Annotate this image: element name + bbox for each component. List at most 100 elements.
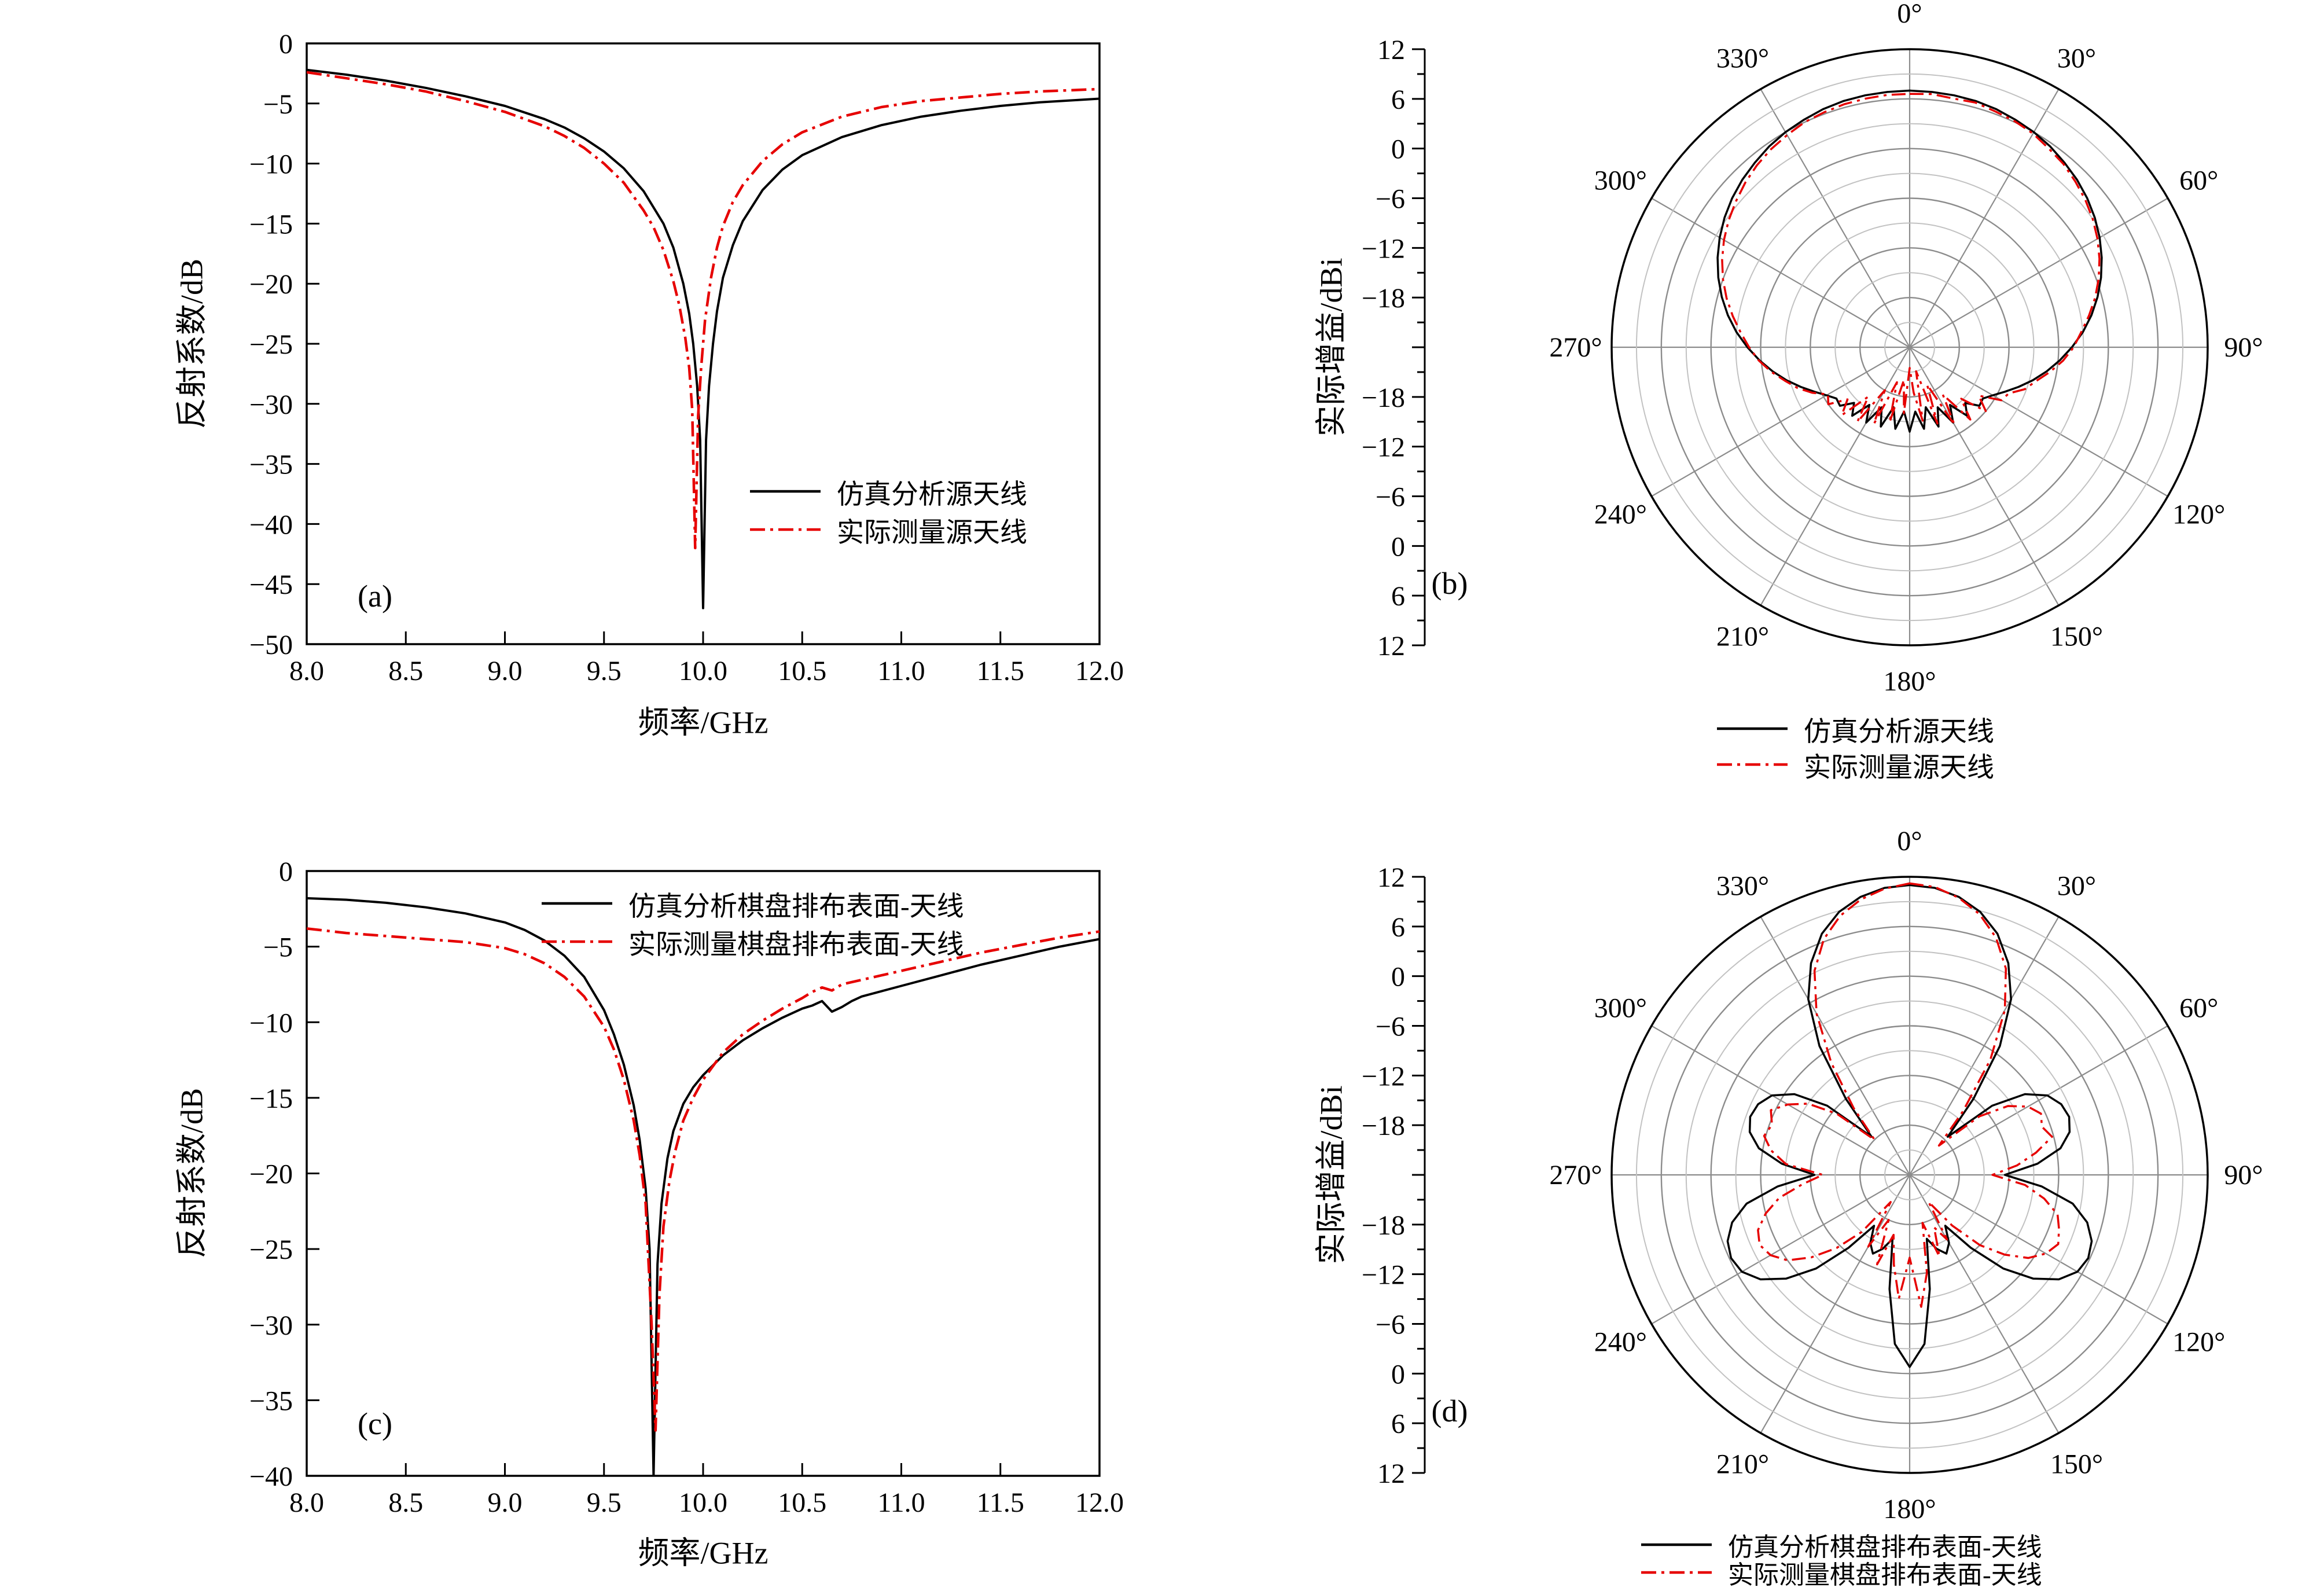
curve-simulated: [307, 68, 1100, 609]
r-axis-label: 12: [1377, 862, 1405, 893]
axes-box: [306, 870, 1101, 1477]
panel-b: 0° 30° 60° 90° 120° 150° 180° 210° 240° 270° 300° 3…: [1362, 0, 2263, 697]
legend-label: 实际测量棋盘排布表面-天线: [628, 929, 964, 960]
x-tick-label: 11.0: [877, 656, 925, 686]
y-tick-label: −10: [249, 1008, 293, 1038]
angle-label: 60°: [2179, 993, 2218, 1024]
r-axis-label: 0: [1391, 134, 1405, 165]
r-axis-label: 0: [1391, 531, 1405, 562]
x-tick-label: 9.0: [488, 1487, 523, 1518]
legend-a: 仿真分析源天线 实际测量源天线: [748, 472, 1027, 549]
y-tick-label: −40: [249, 1461, 293, 1492]
legend-item-measured: 实际测量源天线: [748, 510, 1027, 549]
y-tick-label: −45: [249, 569, 293, 600]
r-axis-label: 12: [1377, 1458, 1405, 1489]
legend-line-dashdot-icon: [750, 528, 821, 531]
legend-item-measured: 实际测量棋盘排布表面-天线: [1639, 1559, 2042, 1589]
r-axis-label: −12: [1362, 233, 1405, 264]
y-tick-label: −15: [249, 1083, 293, 1114]
r-axis-label: −6: [1376, 1012, 1405, 1042]
angle-label: 120°: [2172, 499, 2225, 530]
r-axis-label: 6: [1391, 912, 1405, 943]
y-tick-label: −25: [249, 329, 293, 360]
angle-label: 210°: [1716, 1449, 1769, 1480]
legend-item-measured: 实际测量源天线: [1715, 747, 1994, 783]
y-tick-label: −35: [249, 1386, 293, 1416]
x-tick-label: 11.0: [877, 1487, 925, 1518]
angle-label: 90°: [2224, 332, 2263, 363]
x-tick-label: 9.5: [587, 656, 622, 686]
radial-axis: 12 12 6 6 0 0 −6 −6 −12 −12 −18 −18: [1362, 862, 1426, 1489]
legend-b: 仿真分析源天线 实际测量源天线: [1715, 711, 1994, 783]
r-axis-label: −12: [1362, 1260, 1405, 1291]
x-tick-label: 8.0: [289, 1487, 324, 1518]
panel-b-letter: (b): [1431, 566, 1468, 601]
angle-label: 120°: [2172, 1327, 2225, 1358]
y-tick-label: −40: [249, 509, 293, 540]
legend-line-dashdot-icon: [542, 940, 612, 943]
legend-label: 仿真分析源天线: [1804, 716, 1994, 747]
legend-label: 实际测量源天线: [1804, 752, 1994, 783]
r-axis-label: 6: [1391, 84, 1405, 115]
y-tick-label: −5: [263, 932, 293, 963]
angle-labels: 0° 30° 60° 90° 120° 150° 180° 210° 240° 270° 300° 3…: [1549, 0, 2263, 697]
x-tick-label: 8.0: [289, 656, 324, 686]
angle-label: 60°: [2179, 166, 2218, 196]
angle-label: 90°: [2224, 1160, 2263, 1191]
y-tick-label: −30: [249, 390, 293, 420]
panel-d-letter: (d): [1431, 1394, 1468, 1428]
radial-axis: 12 12 6 6 0 0 −6 −6 −12 −12 −18 −18: [1362, 35, 1426, 662]
x-tick-label: 12.0: [1075, 656, 1124, 686]
y-tick-label: −10: [249, 149, 293, 180]
angle-label: 330°: [1716, 43, 1769, 74]
legend-label: 仿真分析棋盘排布表面-天线: [628, 891, 964, 922]
y-tick-label: −5: [263, 89, 293, 120]
r-axis-label: 0: [1391, 1359, 1405, 1390]
angle-label: 300°: [1594, 166, 1647, 196]
r-axis-label: 12: [1377, 35, 1405, 65]
legend-line-solid-icon: [750, 490, 821, 493]
r-axis-label: −18: [1362, 1111, 1405, 1141]
x-tick-label: 10.0: [679, 1487, 727, 1518]
angle-label: 180°: [1883, 666, 1936, 697]
panel-d: 0° 30° 60° 90° 120° 150° 180° 210° 240° 270° 300° 3…: [1362, 826, 2263, 1524]
x-tick-label: 9.5: [587, 1487, 622, 1518]
x-tick-label: 12.0: [1075, 1487, 1124, 1518]
curve-simulated: [1726, 884, 2093, 1368]
legend-label: 仿真分析源天线: [837, 479, 1027, 510]
legend-d: 仿真分析棋盘排布表面-天线 实际测量棋盘排布表面-天线: [1639, 1531, 2042, 1589]
y-tick-label: −20: [249, 1159, 293, 1190]
angle-label: 240°: [1594, 499, 1647, 530]
x-tick-label: 10.5: [778, 656, 826, 686]
legend-label: 仿真分析棋盘排布表面-天线: [1728, 1533, 2042, 1561]
legend-line-solid-icon: [1717, 727, 1788, 730]
axes-box: [306, 42, 1101, 645]
polar-boundary: [1610, 48, 2209, 646]
angle-label: 240°: [1594, 1327, 1647, 1358]
y-tick-label: −30: [249, 1310, 293, 1341]
curve-measured: [307, 927, 1100, 1432]
y-tick-label: −15: [249, 209, 293, 240]
angle-label: 30°: [2057, 43, 2096, 74]
r-axis-label: −6: [1376, 482, 1405, 513]
angle-label: 270°: [1549, 332, 1602, 363]
r-axis-label: −18: [1362, 1210, 1405, 1241]
legend-label: 实际测量棋盘排布表面-天线: [1728, 1561, 2042, 1589]
panel-a-ylabel: 反射系数/dB: [174, 258, 209, 429]
r-axis-label: −6: [1376, 1310, 1405, 1340]
r-axis-label: 0: [1391, 962, 1405, 993]
x-tick-label: 11.5: [977, 1487, 1024, 1518]
angle-label: 180°: [1883, 1494, 1936, 1524]
panel-b-ylabel: 实际增益/dBi: [1314, 258, 1349, 437]
polar-grid: [1612, 877, 2208, 1473]
y-tick-label: −25: [249, 1234, 293, 1265]
curve-simulated: [307, 897, 1100, 1476]
x-tick-label: 10.0: [679, 656, 727, 686]
r-axis-label: −18: [1362, 283, 1405, 314]
panel-a: 8.0 8.5 9.0 9.5 10.0 10.5 11.0 11.5 12.0 0 −5 −10 −1…: [249, 29, 1124, 686]
angle-label: 300°: [1594, 993, 1647, 1024]
panel-d-ylabel: 实际增益/dBi: [1314, 1085, 1349, 1265]
legend-item-simulated: 仿真分析棋盘排布表面-天线: [1639, 1531, 2042, 1561]
legend-item-measured: 实际测量棋盘排布表面-天线: [539, 923, 964, 961]
curve-measured: [1757, 882, 2060, 1308]
